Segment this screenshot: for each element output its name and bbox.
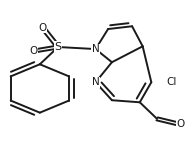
Text: Cl: Cl xyxy=(167,77,177,87)
Text: S: S xyxy=(55,42,62,52)
Text: N: N xyxy=(92,44,99,54)
Text: N: N xyxy=(92,77,99,87)
Text: O: O xyxy=(29,46,37,56)
Text: O: O xyxy=(39,23,47,33)
Text: O: O xyxy=(176,119,184,129)
